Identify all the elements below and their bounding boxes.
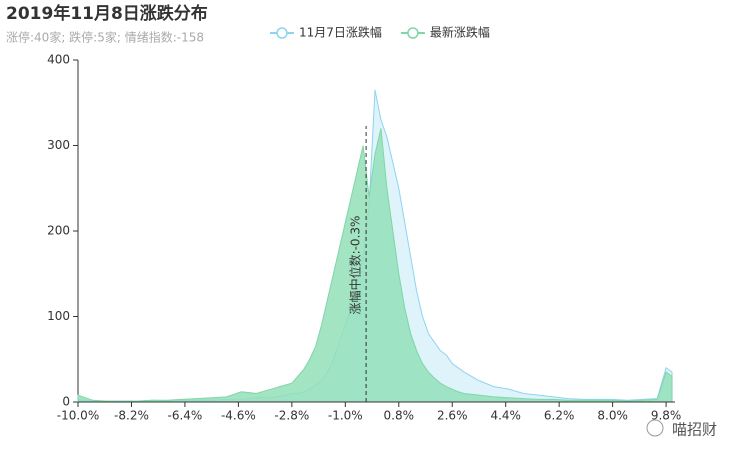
series-area [77,128,673,403]
chart-title: 2019年11月8日涨跌分布 [6,3,208,24]
y-tick-label: 400 [47,53,70,67]
y-tick-label: 100 [47,309,70,323]
x-tick-label: -10.0% [57,409,99,423]
x-tick-label: -1.0% [328,409,363,423]
x-tick-label: 2.6% [437,409,468,423]
legend-marker [407,27,419,39]
median-label: 涨幅中位数:-0.3% [348,216,363,315]
x-tick-label: -4.6% [221,409,256,423]
x-tick-label: 4.4% [490,409,521,423]
legend-marker [276,27,288,39]
y-tick-label: 0 [62,395,70,409]
x-tick-label: -6.4% [168,409,203,423]
watermark-icon [646,419,664,437]
x-tick-label: 0.8% [384,409,415,423]
y-tick-label: 200 [47,224,70,238]
legend-label: 11月7日涨跌幅 [299,25,382,40]
chart-subtitle: 涨停:40家; 跌停:5家; 情绪指数:-158 [6,30,204,45]
x-tick-label: 6.2% [544,409,575,423]
x-tick-label: 8.0% [597,409,628,423]
y-tick-label: 300 [47,138,70,152]
x-tick-label: 9.8% [651,409,682,423]
x-tick-label: -2.8% [274,409,309,423]
watermark: 喵招财 [672,421,717,439]
legend-label: 最新涨跌幅 [430,25,490,40]
x-tick-label: -8.2% [114,409,149,423]
